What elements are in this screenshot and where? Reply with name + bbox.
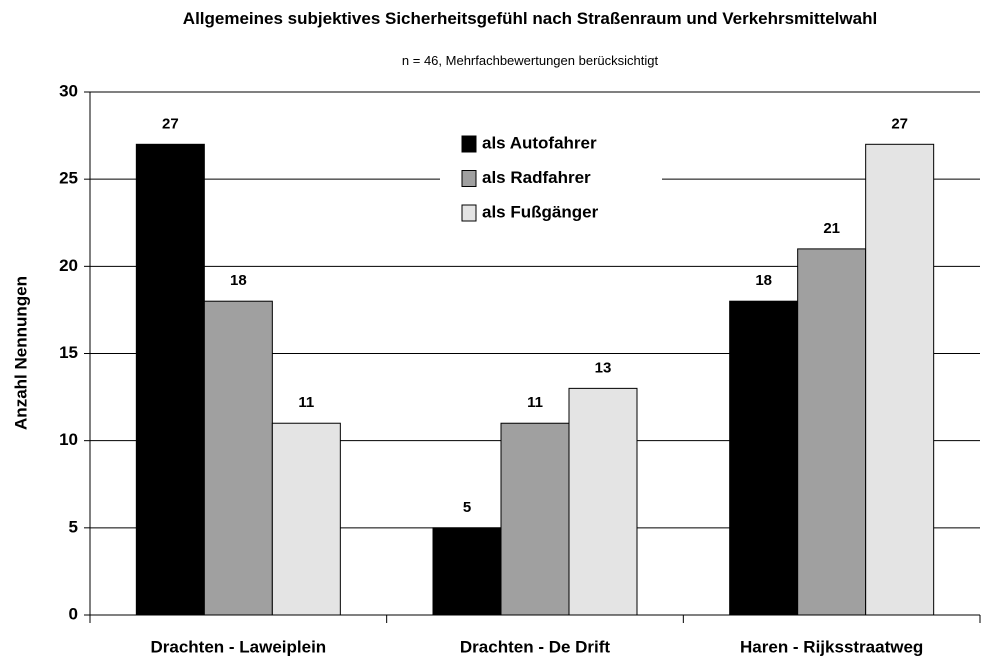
y-tick-label: 15 xyxy=(59,343,78,362)
data-label: 21 xyxy=(823,220,840,237)
x-tick-label: Drachten - Laweiplein xyxy=(150,637,326,656)
y-tick-label: 25 xyxy=(59,169,78,188)
data-label: 11 xyxy=(527,394,543,411)
bar xyxy=(500,422,570,616)
y-tick-label: 10 xyxy=(59,430,78,449)
bar xyxy=(432,527,502,616)
chart-subtitle: n = 46, Mehrfachbewertungen berücksichti… xyxy=(401,53,659,68)
y-axis-label: Anzahl Nennungen xyxy=(11,276,30,430)
y-tick-label: 5 xyxy=(69,517,78,536)
bar xyxy=(865,143,935,616)
data-label: 13 xyxy=(595,359,612,376)
bar xyxy=(271,422,341,616)
legend-swatch xyxy=(461,170,477,187)
y-tick-label: 20 xyxy=(59,256,78,275)
y-tick-label: 0 xyxy=(69,604,78,623)
legend-label: als Autofahrer xyxy=(482,133,597,152)
data-label: 11 xyxy=(298,394,314,411)
legend-swatch xyxy=(461,135,477,153)
x-tick-label: Drachten - De Drift xyxy=(460,637,611,656)
legend-swatch xyxy=(461,204,477,222)
bar xyxy=(203,300,273,616)
bar xyxy=(797,248,867,616)
chart-title: Allgemeines subjektives Sicherheitsgefüh… xyxy=(182,9,878,28)
bar xyxy=(568,387,638,616)
data-label: 5 xyxy=(463,499,471,516)
legend-label: als Fußgänger xyxy=(482,202,599,221)
legend-label: als Radfahrer xyxy=(482,168,591,187)
x-tick-label: Haren - Rijksstraatweg xyxy=(740,637,923,656)
y-tick-label: 30 xyxy=(59,81,78,100)
legend-box xyxy=(440,126,662,230)
data-label: 18 xyxy=(755,272,772,289)
bar xyxy=(135,143,205,616)
bar xyxy=(729,300,799,616)
data-label: 18 xyxy=(230,272,247,289)
data-label: 27 xyxy=(891,115,908,132)
data-label: 27 xyxy=(162,115,179,132)
